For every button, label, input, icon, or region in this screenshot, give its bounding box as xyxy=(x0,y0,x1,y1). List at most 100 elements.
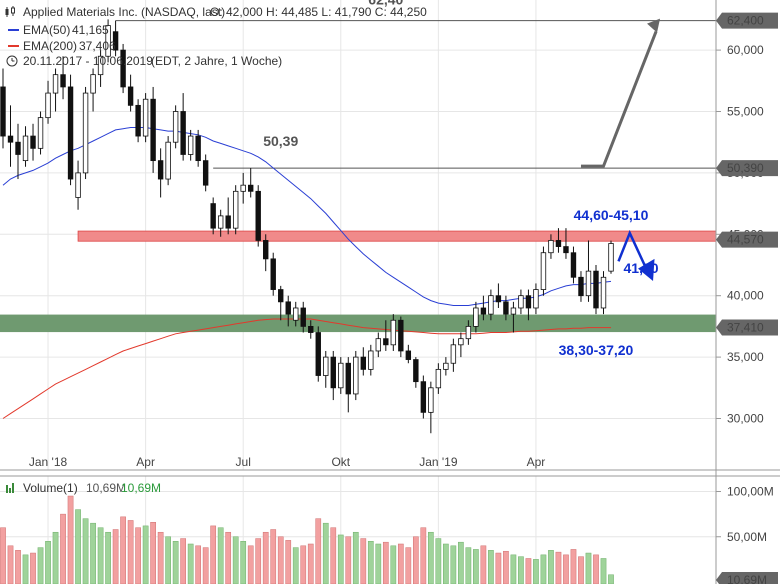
candle-body xyxy=(225,215,231,229)
volume-bar xyxy=(97,527,104,584)
ema200-line xyxy=(2,318,611,419)
volume-bar xyxy=(15,550,21,584)
volume-bar xyxy=(435,538,442,584)
volume-bar xyxy=(22,554,29,584)
price-tag xyxy=(716,160,778,177)
volume-bar xyxy=(510,554,517,584)
candle xyxy=(503,295,509,321)
candle-body xyxy=(375,338,382,352)
candle-body xyxy=(473,307,479,327)
price-tag xyxy=(716,12,778,29)
candle xyxy=(180,93,186,161)
candle xyxy=(90,68,96,112)
price-tag-label: 50,390 xyxy=(727,161,764,175)
candle-body xyxy=(240,184,246,192)
candle xyxy=(127,74,134,112)
candle xyxy=(375,332,382,358)
candle-body xyxy=(323,356,329,376)
candle xyxy=(15,123,21,180)
candle-body xyxy=(390,319,397,346)
volume-bar xyxy=(112,529,119,584)
candle xyxy=(323,350,329,388)
candle xyxy=(578,271,584,302)
volume-bar xyxy=(352,531,359,584)
candle xyxy=(112,20,119,57)
candle-body xyxy=(555,240,562,247)
candle-body xyxy=(443,362,449,370)
y-tick-label: 35,000 xyxy=(727,350,764,364)
volume-bar xyxy=(180,538,186,584)
volume-bar xyxy=(405,547,412,584)
price-tag-label: 37,410 xyxy=(727,321,764,335)
candle xyxy=(600,271,607,315)
candle xyxy=(383,320,389,351)
volume-bar xyxy=(585,552,592,584)
annotation-label: 41,20 xyxy=(624,260,659,276)
candle xyxy=(308,320,314,339)
volume-tick-label: 100,00M xyxy=(727,485,774,499)
candle xyxy=(248,167,254,198)
candle xyxy=(37,111,44,155)
candle xyxy=(518,289,524,315)
candle xyxy=(368,344,374,376)
candle-body xyxy=(600,276,607,309)
candle-body xyxy=(480,307,487,315)
candle-body xyxy=(195,135,201,162)
legend-ema200-label: EMA(200) xyxy=(23,39,77,53)
volume-bar xyxy=(480,545,487,584)
volume-bar xyxy=(330,527,337,584)
bullish-arrow-line xyxy=(580,30,658,168)
candle-body xyxy=(495,295,502,303)
volume-bar xyxy=(450,545,457,584)
candle xyxy=(360,347,366,376)
volume-bar xyxy=(285,540,292,584)
volume-bar xyxy=(247,545,254,584)
candle-body xyxy=(278,289,284,303)
volume-bar xyxy=(127,520,134,584)
candle xyxy=(435,363,442,394)
candle xyxy=(270,252,276,296)
candle xyxy=(450,338,457,372)
candle xyxy=(458,332,464,358)
candle-body xyxy=(533,289,539,309)
candle-body xyxy=(330,356,336,389)
volume-bar xyxy=(262,531,269,584)
volume-bar xyxy=(67,495,74,584)
candle xyxy=(60,56,66,100)
candle-body xyxy=(180,111,186,155)
x-tick-label: Apr xyxy=(136,455,155,469)
ema200-swatch xyxy=(8,45,19,47)
volume-tick-label: 50,00M xyxy=(727,530,767,544)
ema-lines xyxy=(2,127,612,419)
volume-bar xyxy=(232,536,239,584)
volume-legend: Volume(1) 10,69M 10,69M xyxy=(6,481,161,495)
candle xyxy=(210,197,216,235)
volume-bar xyxy=(7,545,14,584)
candle xyxy=(67,74,74,186)
candle-body xyxy=(570,252,577,278)
candle xyxy=(548,234,554,259)
volume-bar xyxy=(105,531,111,584)
volume-bar xyxy=(473,549,479,584)
candle xyxy=(593,265,599,315)
candle-body xyxy=(0,86,6,137)
candle xyxy=(150,86,156,173)
volume-bar xyxy=(367,541,374,584)
volume-bar xyxy=(240,541,247,584)
volume-bar xyxy=(82,518,89,584)
candle xyxy=(338,357,344,394)
volume-bar xyxy=(60,513,66,584)
candle xyxy=(398,316,404,358)
candle-body xyxy=(525,295,532,309)
candle-body xyxy=(157,160,164,180)
volume-bar xyxy=(360,538,367,584)
volume-bar xyxy=(135,527,141,584)
candle-body xyxy=(540,252,547,290)
candle-body xyxy=(90,74,96,94)
candle xyxy=(52,68,59,112)
candle-body xyxy=(150,98,156,162)
candle-body xyxy=(548,240,554,254)
candle xyxy=(540,246,547,296)
candle-body xyxy=(593,270,599,309)
candle-body xyxy=(383,338,389,346)
